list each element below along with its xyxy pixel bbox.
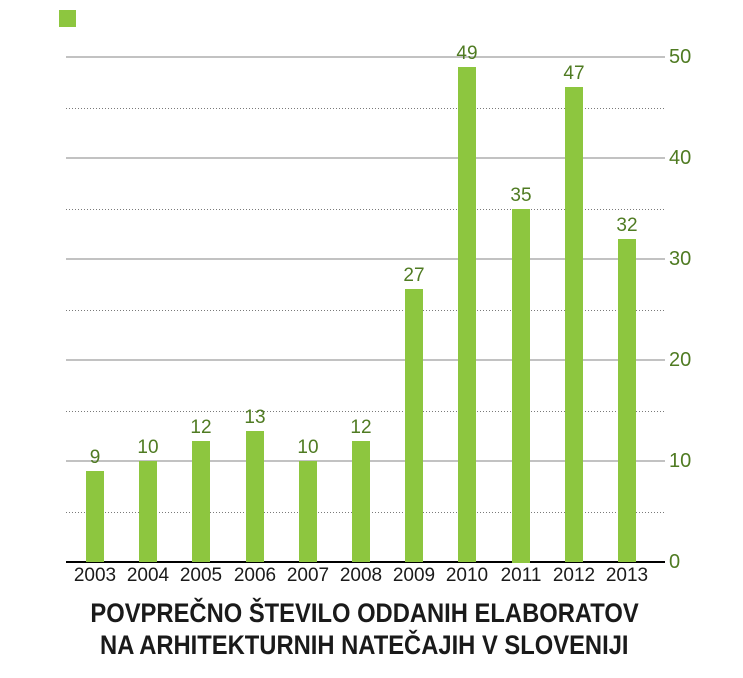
gridline-minor-45 [66,108,665,109]
value-label-2007: 10 [297,437,319,458]
x-tick-2011: 2011 [500,565,542,586]
chart-title-line-1: POVPREČNO ŠTEVILO ODDANIH ELABORATOV [90,598,639,628]
x-tick-2003: 2003 [73,565,117,586]
value-label-2003: 9 [89,447,101,468]
value-label-2006: 13 [244,407,266,428]
gridline-major-20 [66,359,665,361]
y-tick-50: 50 [669,46,692,68]
gridline-minor-35 [66,209,665,210]
bar-2006 [246,431,264,562]
x-tick-2005: 2005 [179,565,223,586]
value-label-2010: 49 [456,43,478,64]
bar-2004 [139,461,157,562]
x-tick-2007: 2007 [286,565,330,586]
x-tick-2012: 2012 [552,565,596,586]
y-tick-20: 20 [669,349,692,371]
y-tick-10: 10 [669,450,692,472]
value-label-2008: 12 [350,417,372,438]
x-tick-2013: 2013 [605,565,649,586]
bar-2007 [299,461,317,562]
x-tick-2010: 2010 [445,565,489,586]
x-tick-2006: 2006 [233,565,277,586]
value-label-2004: 10 [137,437,159,458]
x-axis-baseline [66,561,665,563]
bar-2012 [565,87,583,562]
x-tick-2004: 2004 [126,565,170,586]
x-tick-2009: 2009 [392,565,436,586]
legend-series-swatch [59,10,76,27]
gridline-major-30 [66,258,665,260]
chart-title: POVPREČNO ŠTEVILO ODDANIH ELABORATOV NA … [0,597,729,661]
value-label-2009: 27 [403,265,425,286]
gridline-minor-15 [66,411,665,412]
y-tick-40: 40 [669,147,692,169]
x-tick-2008: 2008 [339,565,383,586]
value-label-2011: 35 [510,185,532,206]
gridline-major-40 [66,157,665,159]
bar-2008 [352,441,370,562]
bar-2009 [405,289,423,562]
gridline-major-50 [66,56,665,58]
bar-2010 [458,67,476,562]
value-label-2005: 12 [190,417,212,438]
value-label-2012: 47 [563,63,585,84]
bar-2013 [618,239,636,562]
bar-2011 [512,209,530,563]
chart-title-line-2: NA ARHITEKTURNIH NATEČAJIH V SLOVENIJI [100,630,629,660]
y-tick-30: 30 [669,248,692,270]
value-label-2013: 32 [616,215,638,236]
bar-2003 [86,471,104,562]
bar-2005 [192,441,210,562]
y-tick-0: 0 [669,551,681,573]
gridline-minor-25 [66,310,665,311]
